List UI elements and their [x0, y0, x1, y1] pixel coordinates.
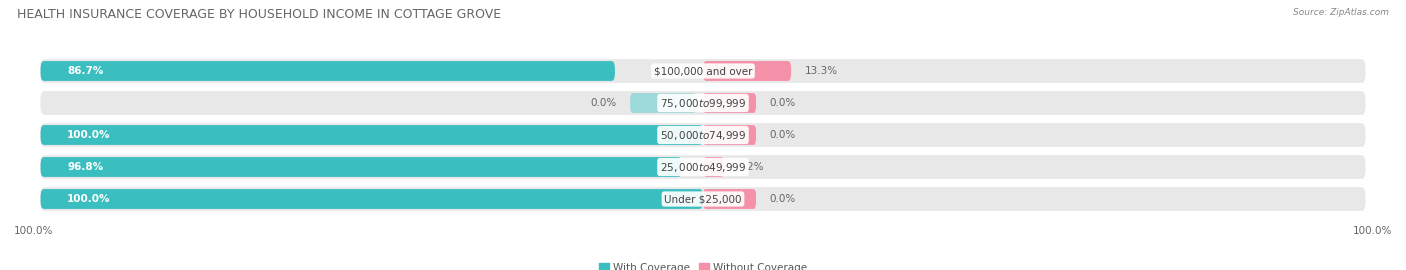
FancyBboxPatch shape: [630, 93, 696, 113]
Text: 0.0%: 0.0%: [769, 98, 796, 108]
FancyBboxPatch shape: [41, 187, 1365, 211]
FancyBboxPatch shape: [703, 93, 756, 113]
Text: 0.0%: 0.0%: [769, 130, 796, 140]
Text: HEALTH INSURANCE COVERAGE BY HOUSEHOLD INCOME IN COTTAGE GROVE: HEALTH INSURANCE COVERAGE BY HOUSEHOLD I…: [17, 8, 501, 21]
FancyBboxPatch shape: [41, 155, 1365, 179]
Text: 100.0%: 100.0%: [1353, 226, 1392, 236]
FancyBboxPatch shape: [41, 125, 703, 145]
Text: 3.2%: 3.2%: [738, 162, 763, 172]
Text: 100.0%: 100.0%: [14, 226, 53, 236]
Text: 13.3%: 13.3%: [804, 66, 838, 76]
FancyBboxPatch shape: [41, 189, 703, 209]
FancyBboxPatch shape: [703, 125, 756, 145]
FancyBboxPatch shape: [703, 157, 724, 177]
FancyBboxPatch shape: [41, 91, 1365, 115]
Text: 100.0%: 100.0%: [67, 194, 111, 204]
FancyBboxPatch shape: [41, 59, 1365, 83]
Text: $25,000 to $49,999: $25,000 to $49,999: [659, 160, 747, 174]
FancyBboxPatch shape: [41, 157, 682, 177]
FancyBboxPatch shape: [41, 123, 1365, 147]
Text: 0.0%: 0.0%: [769, 194, 796, 204]
Text: Under $25,000: Under $25,000: [664, 194, 742, 204]
Text: Source: ZipAtlas.com: Source: ZipAtlas.com: [1294, 8, 1389, 17]
Text: $75,000 to $99,999: $75,000 to $99,999: [659, 96, 747, 110]
Text: $100,000 and over: $100,000 and over: [654, 66, 752, 76]
Text: 0.0%: 0.0%: [591, 98, 617, 108]
Text: 96.8%: 96.8%: [67, 162, 103, 172]
Text: 100.0%: 100.0%: [67, 130, 111, 140]
Text: 86.7%: 86.7%: [67, 66, 104, 76]
FancyBboxPatch shape: [703, 61, 792, 81]
FancyBboxPatch shape: [703, 189, 756, 209]
Legend: With Coverage, Without Coverage: With Coverage, Without Coverage: [595, 258, 811, 270]
Text: $50,000 to $74,999: $50,000 to $74,999: [659, 129, 747, 141]
FancyBboxPatch shape: [41, 61, 614, 81]
